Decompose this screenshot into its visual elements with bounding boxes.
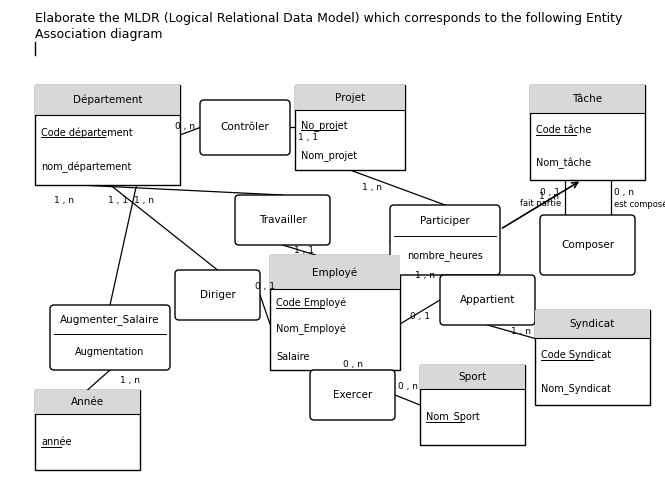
Bar bbox=[270, 255, 400, 290]
Text: 0 , 1: 0 , 1 bbox=[410, 312, 430, 320]
Text: Année: Année bbox=[71, 397, 104, 407]
Text: 1 , 1: 1 , 1 bbox=[295, 245, 315, 255]
Text: Code Syndicat: Code Syndicat bbox=[541, 350, 611, 360]
Text: 0 , n: 0 , n bbox=[398, 382, 418, 392]
Text: Code tâche: Code tâche bbox=[536, 125, 591, 135]
Text: année: année bbox=[41, 437, 72, 447]
Text: 1 , n: 1 , n bbox=[134, 195, 154, 205]
Text: Appartient: Appartient bbox=[460, 295, 515, 305]
Text: Projet: Projet bbox=[335, 93, 365, 103]
Text: est composée: est composée bbox=[614, 199, 665, 209]
Bar bbox=[295, 85, 405, 110]
Bar bbox=[35, 390, 140, 470]
Text: 1 , 1: 1 , 1 bbox=[298, 133, 318, 142]
Text: nombre_heures: nombre_heures bbox=[407, 250, 483, 261]
FancyBboxPatch shape bbox=[175, 270, 260, 320]
Text: Augmenter_Salaire: Augmenter_Salaire bbox=[61, 314, 160, 325]
Text: Employé: Employé bbox=[313, 267, 358, 278]
Text: 1 , 1: 1 , 1 bbox=[108, 195, 128, 205]
Bar bbox=[35, 390, 140, 414]
Bar bbox=[420, 365, 525, 389]
Text: Composer: Composer bbox=[561, 240, 614, 250]
Bar bbox=[535, 310, 650, 405]
Text: fait partie: fait partie bbox=[520, 199, 561, 208]
FancyBboxPatch shape bbox=[310, 370, 395, 420]
Text: 0 , n: 0 , n bbox=[343, 361, 363, 369]
Text: nom_département: nom_département bbox=[41, 162, 132, 173]
Text: 0 , 1: 0 , 1 bbox=[539, 188, 559, 196]
FancyBboxPatch shape bbox=[440, 275, 535, 325]
Text: Nom_Employé: Nom_Employé bbox=[276, 324, 346, 335]
Text: Contrôler: Contrôler bbox=[221, 122, 269, 133]
Text: Association diagram: Association diagram bbox=[35, 28, 162, 41]
Text: 0 , 1: 0 , 1 bbox=[255, 282, 275, 292]
Text: Elaborate the MLDR (Logical Relational Data Model) which corresponds to the foll: Elaborate the MLDR (Logical Relational D… bbox=[35, 12, 622, 25]
Bar bbox=[535, 310, 650, 339]
Text: Nom_projet: Nom_projet bbox=[301, 150, 357, 160]
Text: Travailler: Travailler bbox=[259, 215, 307, 225]
Text: Code département: Code département bbox=[41, 127, 133, 138]
Text: Sport: Sport bbox=[458, 372, 487, 382]
Text: Nom_Syndicat: Nom_Syndicat bbox=[541, 383, 611, 394]
Text: 1 , n: 1 , n bbox=[539, 192, 559, 201]
Text: 1 , n: 1 , n bbox=[120, 376, 140, 384]
Text: Nom_tâche: Nom_tâche bbox=[536, 157, 591, 169]
Text: Participer: Participer bbox=[420, 216, 470, 226]
Bar bbox=[270, 255, 400, 370]
FancyBboxPatch shape bbox=[540, 215, 635, 275]
Text: Syndicat: Syndicat bbox=[570, 319, 615, 329]
Bar bbox=[420, 365, 525, 445]
Text: Tâche: Tâche bbox=[573, 94, 602, 104]
Text: Code Employé: Code Employé bbox=[276, 297, 346, 308]
Text: Exercer: Exercer bbox=[333, 390, 372, 400]
Text: Salaire: Salaire bbox=[276, 351, 309, 362]
Text: 1 , n: 1 , n bbox=[511, 327, 531, 336]
Text: 0 , n: 0 , n bbox=[614, 188, 634, 196]
FancyBboxPatch shape bbox=[235, 195, 330, 245]
Text: 1 , n: 1 , n bbox=[53, 195, 74, 205]
Text: 1 , n: 1 , n bbox=[415, 271, 435, 280]
Text: Augmentation: Augmentation bbox=[75, 347, 145, 357]
Bar bbox=[530, 85, 645, 114]
Bar bbox=[35, 85, 180, 115]
Text: Nom_Sport: Nom_Sport bbox=[426, 412, 479, 422]
Bar bbox=[295, 85, 405, 170]
Text: Diriger: Diriger bbox=[200, 290, 235, 300]
Text: 0 , n: 0 , n bbox=[175, 122, 195, 132]
Text: No_projet: No_projet bbox=[301, 120, 348, 131]
FancyBboxPatch shape bbox=[390, 205, 500, 275]
Text: 1 , n: 1 , n bbox=[362, 183, 382, 192]
Bar bbox=[530, 85, 645, 180]
FancyBboxPatch shape bbox=[200, 100, 290, 155]
Text: Département: Département bbox=[72, 95, 142, 105]
FancyBboxPatch shape bbox=[50, 305, 170, 370]
Bar bbox=[35, 85, 180, 185]
